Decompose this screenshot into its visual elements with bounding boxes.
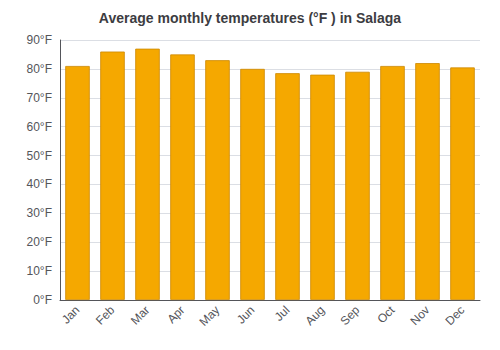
svg-text:Dec: Dec [442,303,467,328]
svg-text:Oct: Oct [374,303,398,327]
svg-text:Feb: Feb [93,303,118,328]
svg-text:50°F: 50°F [27,149,52,163]
svg-text:90°F: 90°F [27,33,52,47]
svg-text:20°F: 20°F [27,235,52,249]
svg-text:70°F: 70°F [27,91,52,105]
svg-text:Aug: Aug [302,303,327,328]
svg-text:May: May [197,303,223,329]
svg-text:80°F: 80°F [27,62,52,76]
svg-text:40°F: 40°F [27,177,52,191]
svg-text:Jan: Jan [59,303,83,327]
svg-text:Average monthly temperatures (: Average monthly temperatures (°F ) in Sa… [99,10,401,26]
svg-text:Mar: Mar [128,303,153,327]
svg-text:0°F: 0°F [33,293,52,307]
svg-text:Sep: Sep [337,303,362,328]
svg-text:Apr: Apr [164,303,187,326]
svg-text:60°F: 60°F [27,120,52,134]
svg-text:Jul: Jul [272,303,293,324]
svg-text:10°F: 10°F [27,264,52,278]
svg-text:Jun: Jun [234,303,258,327]
svg-text:30°F: 30°F [27,206,52,220]
svg-text:Nov: Nov [407,303,432,328]
